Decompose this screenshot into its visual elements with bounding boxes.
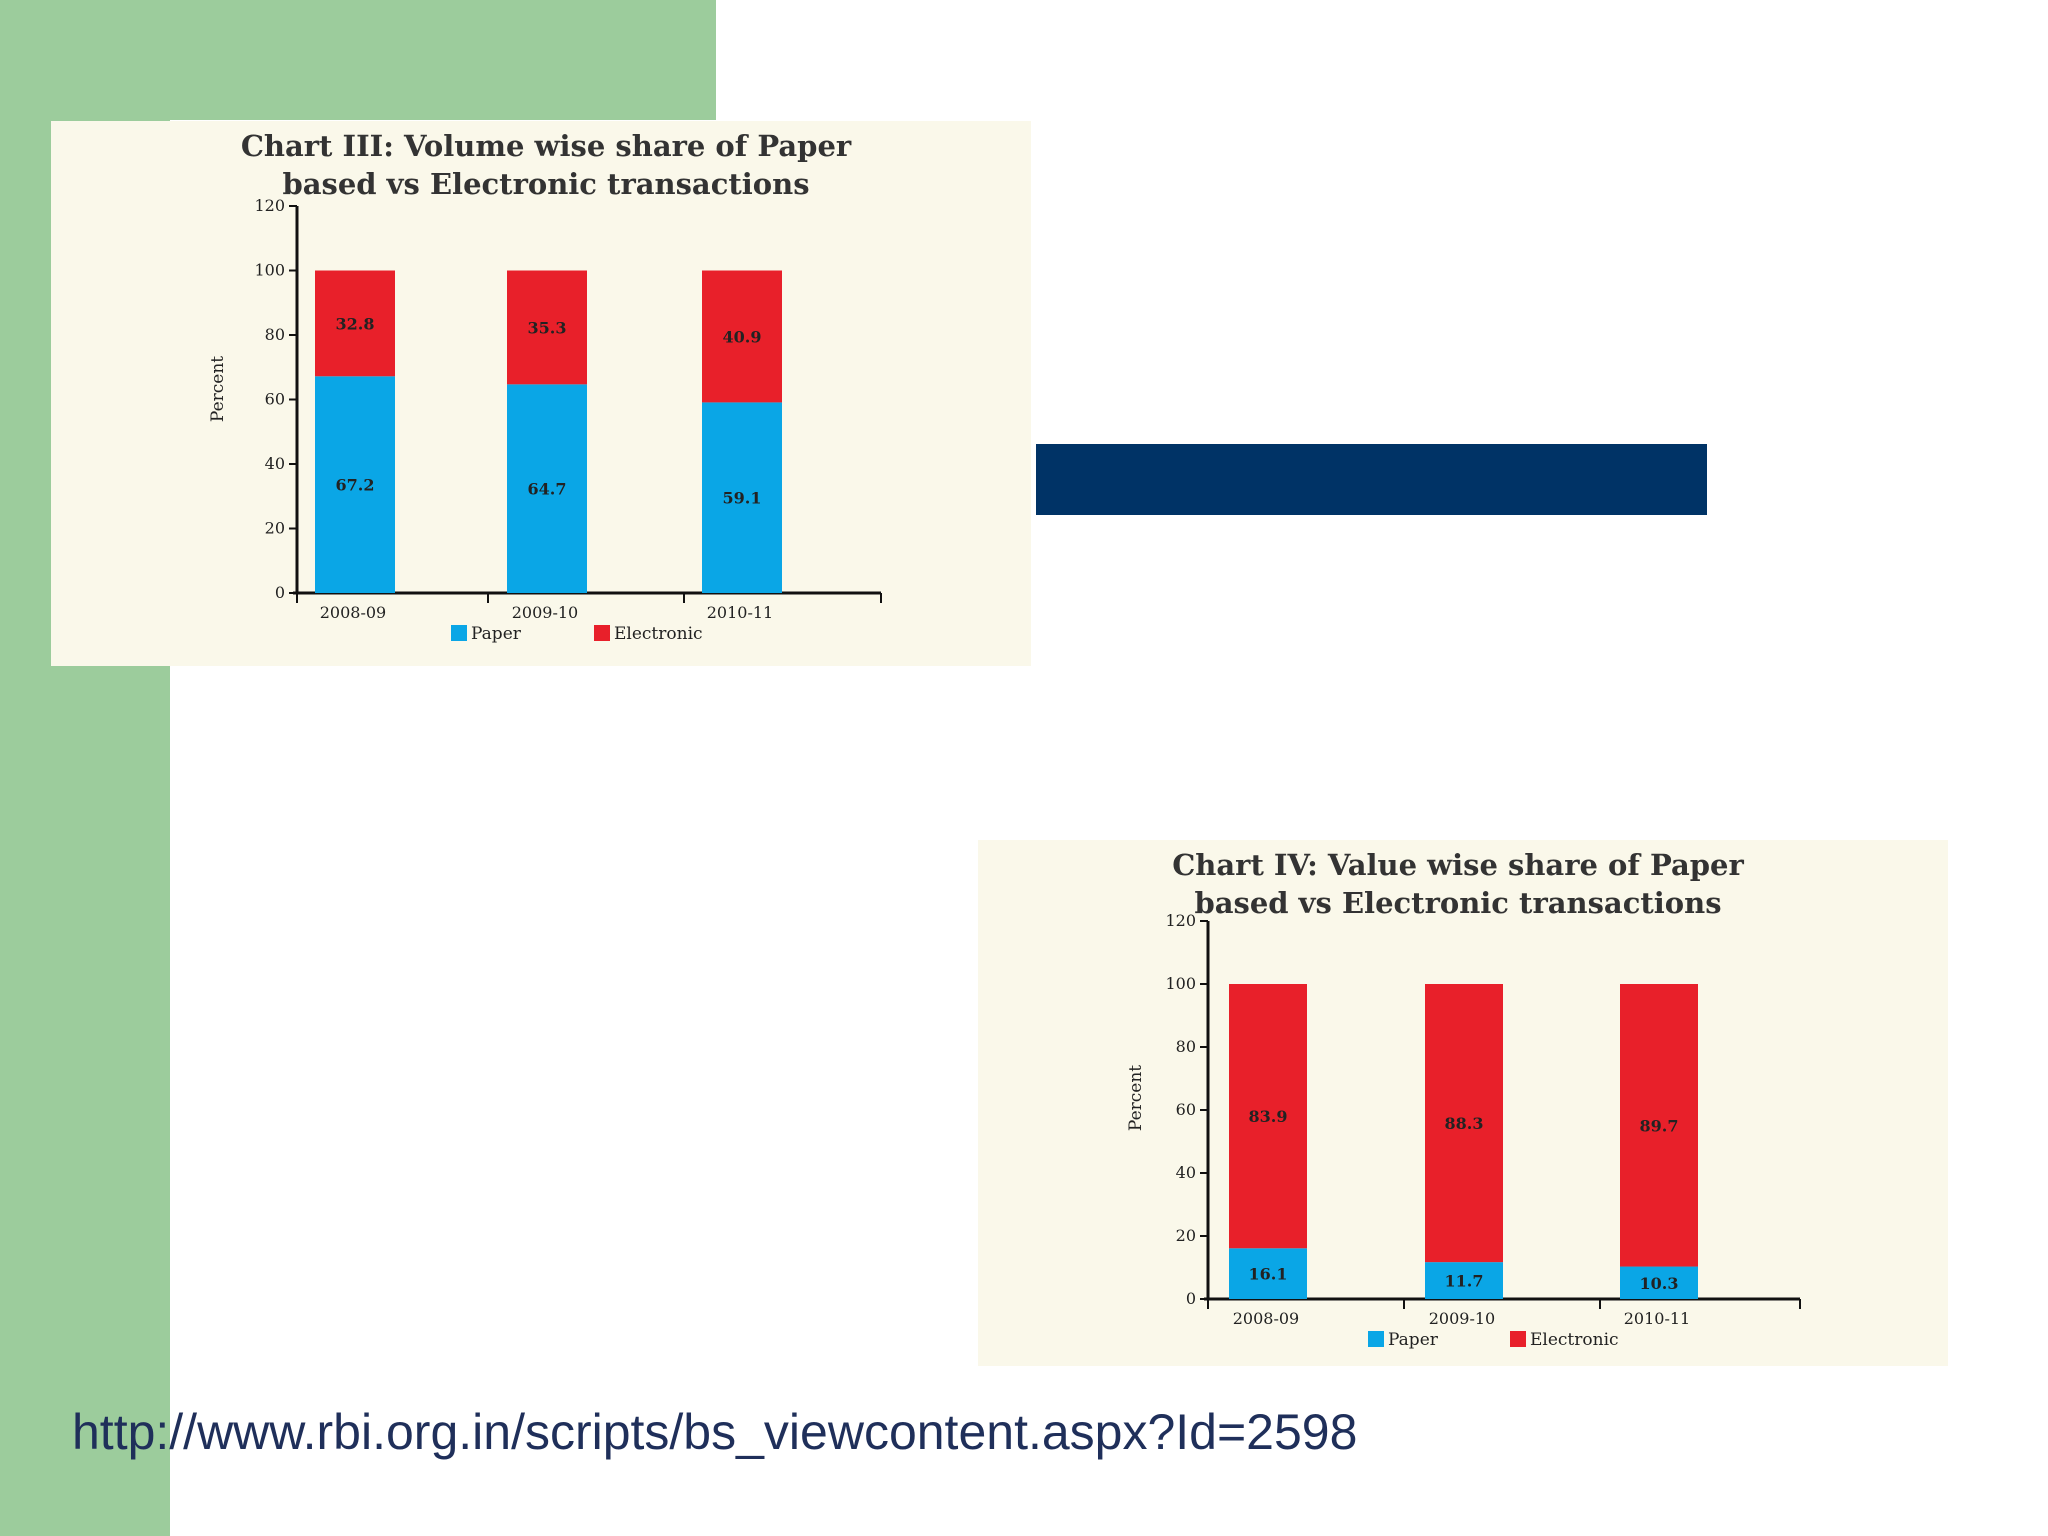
chart-volume-share: Chart III: Volume wise share of Paper bas… bbox=[51, 121, 1031, 666]
chart-title-line-2: based vs Electronic transactions bbox=[1194, 886, 1721, 920]
legend-swatch-electronic bbox=[1510, 1331, 1526, 1347]
bar-label-electronic: 83.9 bbox=[1249, 1107, 1288, 1126]
chart-title-line-1: Chart III: Volume wise share of Paper bbox=[241, 129, 852, 163]
bar-paper-2009-10 bbox=[1425, 1262, 1503, 1299]
y-axis-title: Percent bbox=[208, 356, 228, 422]
bar-paper-2008-09 bbox=[1229, 1248, 1307, 1299]
x-category-label: 2008-09 bbox=[1233, 1309, 1299, 1328]
y-tick-label: 80 bbox=[265, 325, 285, 344]
y-tick-label: 20 bbox=[265, 519, 285, 538]
y-tick-label: 100 bbox=[1165, 974, 1196, 993]
x-category-label: 2008-09 bbox=[320, 603, 386, 622]
bar-paper-2010-11 bbox=[1620, 1266, 1698, 1299]
source-url[interactable]: http://www.rbi.org.in/scripts/bs_viewcon… bbox=[72, 1404, 1358, 1460]
y-tick-label: 20 bbox=[1176, 1226, 1196, 1245]
y-tick-label: 80 bbox=[1176, 1037, 1196, 1056]
y-tick-label: 0 bbox=[1186, 1289, 1196, 1308]
bar-electronic-2008-09 bbox=[1229, 984, 1307, 1249]
bar-label-electronic: 88.3 bbox=[1445, 1114, 1484, 1133]
y-tick-label: 100 bbox=[254, 261, 285, 280]
bar-label-electronic: 32.8 bbox=[336, 314, 375, 333]
x-category-label: 2009-10 bbox=[1429, 1309, 1495, 1328]
bar-paper-2010-11 bbox=[702, 402, 782, 593]
bar-label-paper: 10.3 bbox=[1640, 1274, 1679, 1293]
bar-label-electronic: 40.9 bbox=[723, 327, 762, 346]
bar-electronic-2009-10 bbox=[507, 270, 587, 385]
y-tick-label: 120 bbox=[1165, 911, 1196, 930]
bar-label-paper: 11.7 bbox=[1445, 1272, 1484, 1291]
y-tick-label: 0 bbox=[275, 583, 285, 602]
bar-label-paper: 67.2 bbox=[336, 476, 375, 495]
x-category-label: 2010-11 bbox=[1624, 1309, 1690, 1328]
y-axis-title: Percent bbox=[1126, 1065, 1146, 1131]
legend-label-paper: Paper bbox=[1388, 1330, 1439, 1350]
bar-electronic-2008-09 bbox=[315, 270, 395, 377]
y-tick-label: 40 bbox=[265, 454, 285, 473]
chart-volume-share-svg: Chart III: Volume wise share of Paper bas… bbox=[208, 129, 882, 644]
legend-label-electronic: Electronic bbox=[1530, 1330, 1619, 1350]
bar-label-paper: 59.1 bbox=[723, 489, 762, 508]
chart-value-share: Chart IV: Value wise share of Paper based… bbox=[978, 840, 1948, 1366]
bar-label-electronic: 89.7 bbox=[1640, 1116, 1679, 1135]
chart-value-share-svg: Chart IV: Value wise share of Paper based… bbox=[1126, 848, 1801, 1350]
legend-label-paper: Paper bbox=[471, 624, 522, 644]
x-category-label: 2009-10 bbox=[512, 603, 578, 622]
bar-electronic-2009-10 bbox=[1425, 984, 1503, 1263]
y-tick-label: 60 bbox=[265, 390, 285, 409]
bar-electronic-2010-11 bbox=[702, 270, 782, 403]
y-tick-label: 60 bbox=[1176, 1100, 1196, 1119]
bar-electronic-2010-11 bbox=[1620, 984, 1698, 1267]
y-tick-label: 120 bbox=[254, 196, 285, 215]
bar-label-paper: 64.7 bbox=[528, 480, 567, 499]
legend-swatch-paper bbox=[1368, 1331, 1384, 1347]
legend-label-electronic: Electronic bbox=[614, 624, 703, 644]
legend-swatch-paper bbox=[451, 625, 467, 641]
bar-label-paper: 16.1 bbox=[1249, 1265, 1288, 1284]
bar-paper-2009-10 bbox=[507, 384, 587, 593]
chart-title-line-1: Chart IV: Value wise share of Paper bbox=[1172, 848, 1744, 882]
bar-paper-2008-09 bbox=[315, 376, 395, 593]
navy-accent-bar bbox=[1036, 444, 1707, 515]
y-tick-label: 40 bbox=[1176, 1163, 1196, 1182]
bar-label-electronic: 35.3 bbox=[528, 318, 567, 337]
legend-swatch-electronic bbox=[594, 625, 610, 641]
x-category-label: 2010-11 bbox=[707, 603, 773, 622]
chart-title-line-2: based vs Electronic transactions bbox=[282, 167, 809, 201]
